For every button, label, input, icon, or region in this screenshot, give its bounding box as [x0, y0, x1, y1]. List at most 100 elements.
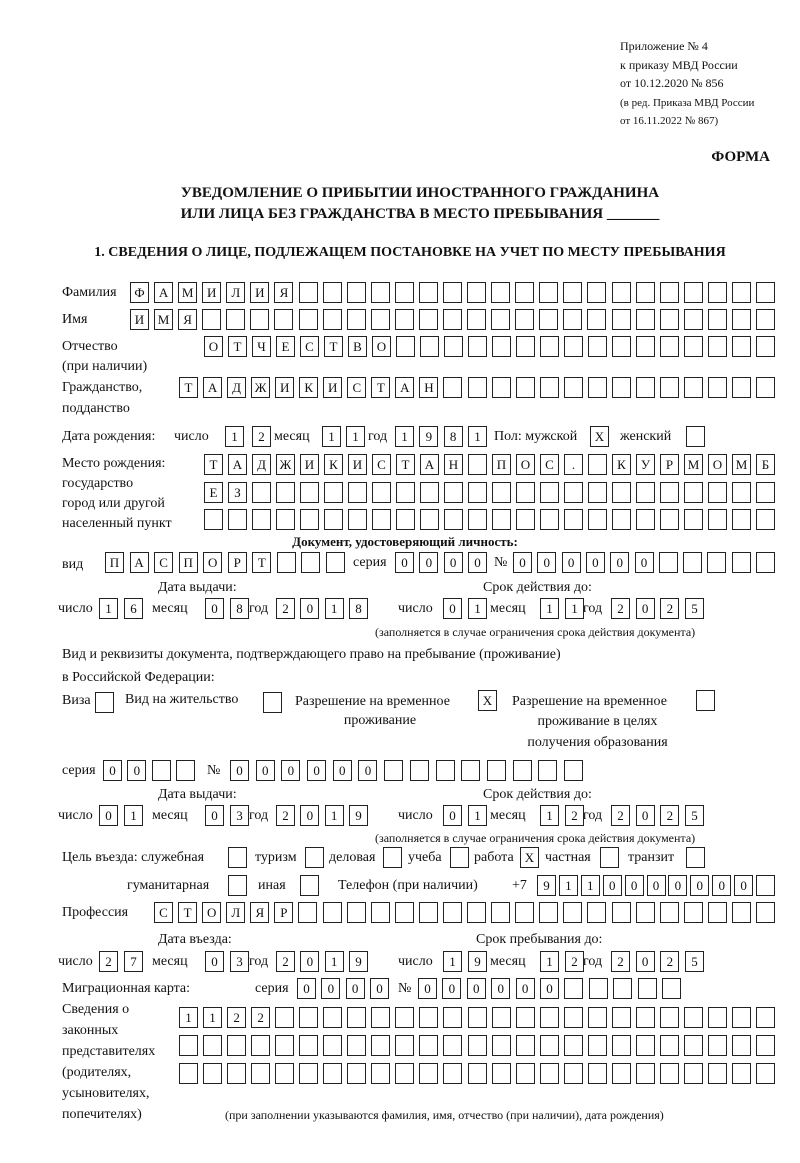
char-cell[interactable]: 0	[395, 552, 414, 573]
char-cell[interactable]	[151, 760, 171, 781]
char-cell[interactable]: С	[540, 454, 559, 475]
char-cell[interactable]	[461, 760, 481, 781]
char-cell[interactable]	[707, 552, 727, 573]
char-cell[interactable]: Н	[419, 377, 439, 398]
char-cell[interactable]: Р	[274, 902, 294, 923]
char-cell[interactable]: 1	[324, 805, 344, 826]
char-cell[interactable]	[275, 1063, 295, 1084]
char-cell[interactable]: 0	[419, 552, 439, 573]
char-cell[interactable]	[347, 1007, 367, 1028]
char-cell[interactable]	[731, 902, 751, 923]
char-cell[interactable]	[636, 336, 655, 357]
char-cell[interactable]: 9	[349, 951, 368, 972]
char-cell[interactable]	[707, 309, 727, 330]
char-cell[interactable]: Д	[227, 377, 247, 398]
char-cell[interactable]: 1	[540, 951, 559, 972]
checkbox-cell[interactable]	[686, 426, 705, 447]
char-cell[interactable]: 0	[255, 760, 275, 781]
char-cell[interactable]: У	[636, 454, 655, 475]
sex-female-checkbox[interactable]	[686, 426, 709, 448]
char-cell[interactable]	[563, 282, 583, 303]
char-cell[interactable]: И	[348, 454, 367, 475]
char-cell[interactable]	[588, 454, 607, 475]
char-cell[interactable]: 0	[443, 552, 463, 573]
char-cell[interactable]	[467, 1063, 487, 1084]
char-cell[interactable]	[683, 1007, 703, 1028]
char-cell[interactable]	[396, 509, 415, 530]
char-cell[interactable]	[371, 1063, 391, 1084]
char-cell[interactable]	[515, 1007, 535, 1028]
char-cell[interactable]: Д	[252, 454, 271, 475]
char-cell[interactable]: 9	[537, 875, 556, 896]
char-cell[interactable]	[635, 902, 655, 923]
char-cell[interactable]	[515, 282, 535, 303]
char-cell[interactable]	[275, 1035, 295, 1056]
char-cell[interactable]	[227, 1035, 247, 1056]
char-cell[interactable]	[635, 282, 655, 303]
char-cell[interactable]	[298, 282, 318, 303]
char-cell[interactable]: 0	[734, 875, 754, 896]
char-cell[interactable]	[467, 1007, 487, 1028]
char-cell[interactable]: 1	[558, 875, 578, 896]
char-cell[interactable]	[756, 1007, 775, 1028]
char-cell[interactable]	[539, 309, 559, 330]
char-cell[interactable]: 0	[443, 805, 462, 826]
checkbox-cell[interactable]	[300, 875, 319, 896]
char-cell[interactable]: 0	[561, 552, 581, 573]
char-cell[interactable]	[659, 1007, 679, 1028]
char-cell[interactable]	[443, 309, 462, 330]
char-cell[interactable]	[512, 760, 532, 781]
char-cell[interactable]	[491, 377, 511, 398]
char-cell[interactable]	[539, 377, 559, 398]
char-cell[interactable]: 2	[565, 951, 584, 972]
char-cell[interactable]	[348, 482, 367, 503]
char-cell[interactable]	[420, 336, 439, 357]
char-cell[interactable]	[515, 309, 535, 330]
char-cell[interactable]	[467, 902, 487, 923]
char-cell[interactable]	[756, 509, 775, 530]
char-cell[interactable]	[563, 902, 583, 923]
char-cell[interactable]: О	[202, 902, 222, 923]
char-cell[interactable]: Н	[444, 454, 463, 475]
char-cell[interactable]: 2	[276, 951, 295, 972]
checkbox-cell[interactable]: X	[478, 690, 497, 711]
char-cell[interactable]: О	[372, 336, 391, 357]
char-cell[interactable]: 2	[251, 1007, 271, 1028]
char-cell[interactable]: Ф	[130, 282, 149, 303]
char-cell[interactable]	[658, 552, 678, 573]
char-cell[interactable]	[348, 509, 367, 530]
char-cell[interactable]: 1	[346, 426, 365, 447]
char-cell[interactable]: М	[178, 282, 198, 303]
birthplace-cells-3[interactable]	[204, 509, 776, 531]
char-cell[interactable]: С	[372, 454, 391, 475]
char-cell[interactable]: 1	[468, 426, 487, 447]
purpose-business-checkbox[interactable]	[383, 847, 406, 869]
char-cell[interactable]	[346, 282, 366, 303]
char-cell[interactable]: 2	[276, 805, 295, 826]
char-cell[interactable]	[684, 509, 703, 530]
char-cell[interactable]: Р	[227, 552, 247, 573]
char-cell[interactable]	[418, 309, 438, 330]
char-cell[interactable]	[468, 454, 487, 475]
char-cell[interactable]: 0	[321, 978, 341, 999]
char-cell[interactable]	[322, 282, 342, 303]
char-cell[interactable]	[323, 1007, 343, 1028]
char-cell[interactable]: Я	[274, 282, 294, 303]
char-cell[interactable]	[684, 336, 703, 357]
char-cell[interactable]	[443, 1063, 463, 1084]
purpose-official-checkbox[interactable]	[228, 847, 251, 869]
char-cell[interactable]: 0	[205, 951, 224, 972]
char-cell[interactable]	[732, 482, 751, 503]
char-cell[interactable]	[708, 482, 727, 503]
char-cell[interactable]	[637, 978, 657, 999]
char-cell[interactable]: 5	[685, 805, 704, 826]
char-cell[interactable]: Я	[178, 309, 198, 330]
char-cell[interactable]	[322, 902, 342, 923]
char-cell[interactable]	[274, 309, 294, 330]
